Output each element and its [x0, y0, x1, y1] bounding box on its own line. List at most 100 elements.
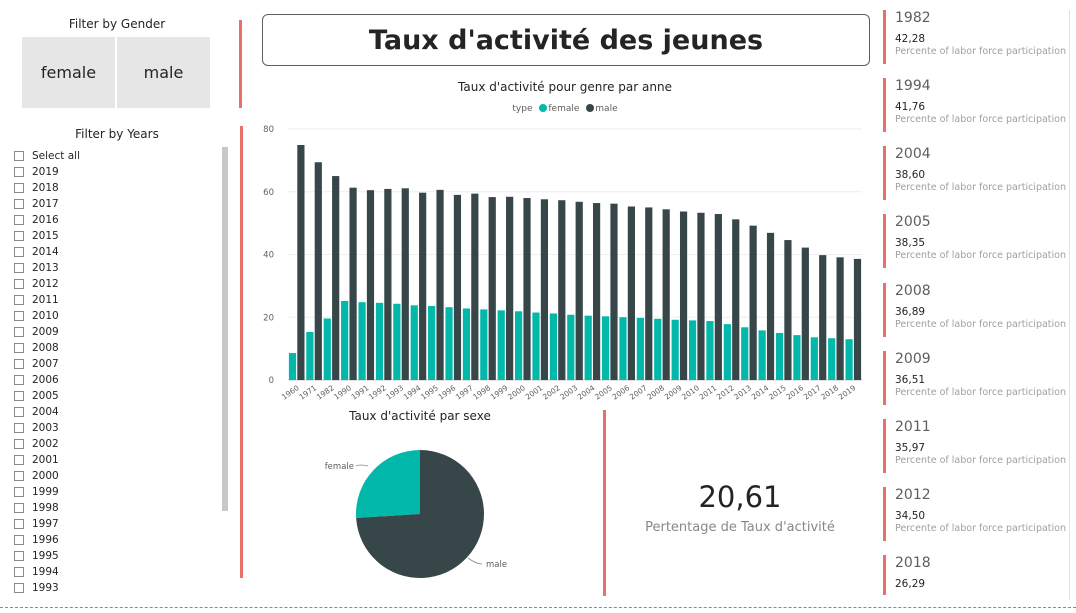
checkbox-icon[interactable] [14, 343, 24, 353]
year-item-label: 2003 [32, 422, 59, 434]
year-item[interactable]: 1993 [14, 580, 214, 596]
pie-slice-male [356, 450, 484, 578]
legend-male-dot [586, 104, 595, 112]
x-tick-label: 2002 [541, 383, 562, 401]
year-item[interactable]: 1995 [14, 548, 214, 564]
x-tick-label: 1993 [384, 383, 405, 401]
year-item[interactable]: 2007 [14, 356, 214, 372]
bar-male [419, 192, 427, 380]
year-item[interactable]: 2011 [14, 292, 214, 308]
year-item[interactable]: 2005 [14, 388, 214, 404]
bar-female [462, 308, 471, 380]
x-tick-label: 1960 [280, 383, 301, 401]
checkbox-icon[interactable] [14, 471, 24, 481]
checkbox-icon[interactable] [14, 359, 24, 369]
checkbox-icon[interactable] [14, 583, 24, 593]
year-item-label: 2002 [32, 438, 59, 450]
pie-chart-title: Taux d'activité par sexe [349, 409, 491, 423]
bar-female [567, 314, 575, 380]
checkbox-icon[interactable] [14, 151, 24, 161]
year-item[interactable]: 1997 [14, 516, 214, 532]
bar-male [645, 207, 653, 380]
checkbox-icon[interactable] [14, 407, 24, 417]
checkbox-icon[interactable] [14, 391, 24, 401]
checkbox-icon[interactable] [14, 167, 24, 177]
bar-female [845, 339, 853, 380]
year-item[interactable]: 2004 [14, 404, 214, 420]
year-card: 2005 38,35 Percente of labor force partici… [883, 214, 1066, 268]
year-item[interactable]: 2014 [14, 244, 214, 260]
select-all-item[interactable]: Select all [14, 148, 214, 164]
checkbox-icon[interactable] [14, 327, 24, 337]
bar-male [853, 258, 862, 380]
year-item-label: 1997 [32, 518, 59, 530]
legend-male-label[interactable]: male [595, 104, 618, 114]
x-tick-label: 1996 [437, 383, 458, 401]
x-tick-label: 1990 [332, 383, 353, 401]
year-item[interactable]: 2018 [14, 180, 214, 196]
checkbox-icon[interactable] [14, 231, 24, 241]
checkbox-icon[interactable] [14, 375, 24, 385]
year-item[interactable]: 2002 [14, 436, 214, 452]
pie-label-female: female [325, 462, 354, 472]
gender-tile-female[interactable]: female [22, 37, 115, 108]
year-item[interactable]: 2015 [14, 228, 214, 244]
year-item-label: 1996 [32, 534, 59, 546]
year-item[interactable]: 2008 [14, 340, 214, 356]
year-item[interactable]: 2010 [14, 308, 214, 324]
x-tick-label: 1998 [471, 383, 492, 401]
year-card: 2012 34,50 Percente of labor force partici… [883, 487, 1066, 541]
checkbox-icon[interactable] [14, 551, 24, 561]
year-item[interactable]: 2016 [14, 212, 214, 228]
year-item-label: 2019 [32, 166, 59, 178]
year-list-scrollbar[interactable] [222, 147, 228, 511]
bar-female [723, 324, 731, 380]
year-item[interactable]: 2003 [14, 420, 214, 436]
checkbox-icon[interactable] [14, 567, 24, 577]
year-item[interactable]: 2006 [14, 372, 214, 388]
checkbox-icon[interactable] [14, 295, 24, 305]
checkbox-icon[interactable] [14, 183, 24, 193]
year-item[interactable]: 1999 [14, 484, 214, 500]
year-item[interactable]: 2019 [14, 164, 214, 180]
x-tick-label: 1982 [315, 383, 336, 401]
divider-left-bottom [240, 126, 243, 578]
x-tick-label: 1971 [297, 383, 318, 401]
x-tick-label: 2012 [715, 383, 736, 401]
checkbox-icon[interactable] [14, 311, 24, 321]
checkbox-icon[interactable] [14, 215, 24, 225]
card-accent-bar [883, 351, 886, 405]
checkbox-icon[interactable] [14, 263, 24, 273]
checkbox-icon[interactable] [14, 455, 24, 465]
year-item[interactable]: 2009 [14, 324, 214, 340]
bar-male [384, 188, 392, 380]
checkbox-icon[interactable] [14, 247, 24, 257]
divider-kpi [603, 410, 606, 596]
year-item[interactable]: 2013 [14, 260, 214, 276]
year-item[interactable]: 2001 [14, 452, 214, 468]
checkbox-icon[interactable] [14, 279, 24, 289]
bar-female [288, 353, 297, 380]
year-item[interactable]: 2000 [14, 468, 214, 484]
card-year: 2005 [895, 214, 931, 230]
year-item[interactable]: 2017 [14, 196, 214, 212]
bar-male [819, 255, 827, 380]
card-value: 42,28 [895, 33, 926, 45]
year-item[interactable]: 1996 [14, 532, 214, 548]
year-item[interactable]: 1994 [14, 564, 214, 580]
bar-male [540, 199, 549, 380]
year-item[interactable]: 1998 [14, 500, 214, 516]
checkbox-icon[interactable] [14, 423, 24, 433]
checkbox-icon[interactable] [14, 535, 24, 545]
year-item-label: 1994 [32, 566, 59, 578]
checkbox-icon[interactable] [14, 199, 24, 209]
gender-tile-male[interactable]: male [117, 37, 210, 108]
checkbox-icon[interactable] [14, 487, 24, 497]
checkbox-icon[interactable] [14, 519, 24, 529]
bar-female [341, 300, 349, 380]
checkbox-icon[interactable] [14, 503, 24, 513]
y-tick-label: 60 [263, 188, 274, 198]
checkbox-icon[interactable] [14, 439, 24, 449]
legend-female-label[interactable]: female [548, 104, 580, 114]
year-item[interactable]: 2012 [14, 276, 214, 292]
